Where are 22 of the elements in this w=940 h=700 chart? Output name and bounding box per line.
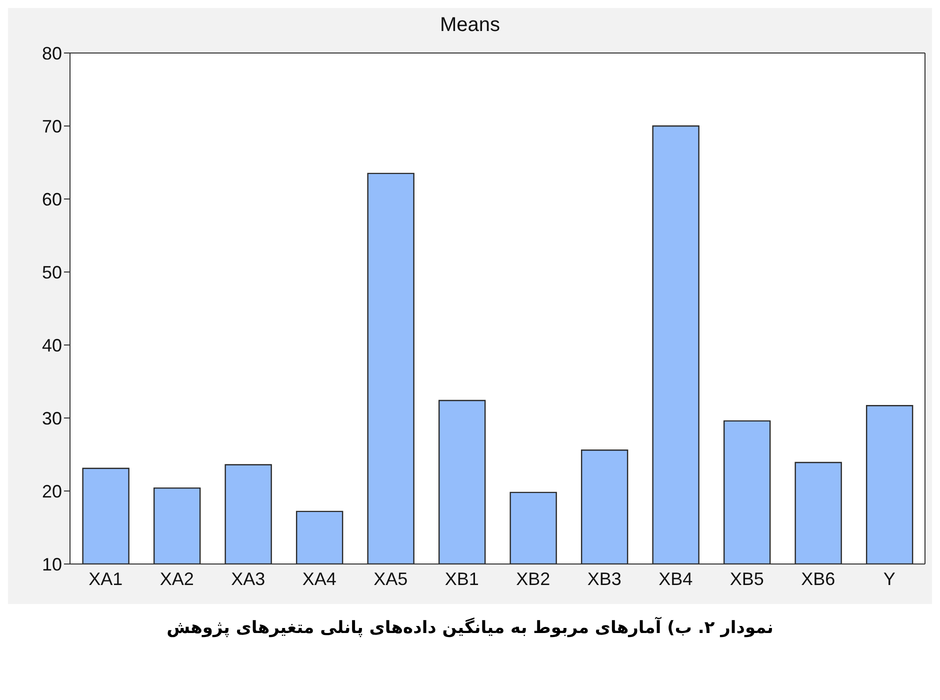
y-tick-label: 50 — [42, 262, 62, 282]
y-tick-label: 10 — [42, 554, 62, 574]
chart-title: Means — [438, 13, 502, 38]
y-tick-label: 60 — [42, 189, 62, 210]
x-tick-label: Y — [883, 568, 896, 589]
x-tick-label: XB4 — [658, 568, 693, 589]
y-tick-label: 70 — [42, 116, 62, 136]
text: نمودار ۲. ب) آمارهای مربوط به میانگین داده‌های پانلی متغیرهای پژوهش — [166, 618, 774, 638]
y-tick-label: 80 — [42, 43, 62, 64]
x-tick-label: XA4 — [302, 568, 336, 589]
x-tick-label: XB3 — [587, 568, 622, 589]
x-tick-label: XB1 — [444, 568, 479, 589]
x-tick-label: XB2 — [516, 568, 550, 589]
y-tick-label: 20 — [42, 481, 62, 502]
x-tick-label: XA3 — [231, 568, 266, 589]
x-tick-label: XB5 — [730, 568, 764, 589]
x-tick-label: XB6 — [801, 568, 836, 589]
y-tick-label: 30 — [42, 408, 62, 428]
x-tick-label: XA2 — [160, 568, 194, 589]
y-tick-label: 40 — [42, 335, 62, 356]
x-tick-label: XA1 — [88, 568, 123, 589]
x-tick-label: XA5 — [374, 568, 408, 589]
